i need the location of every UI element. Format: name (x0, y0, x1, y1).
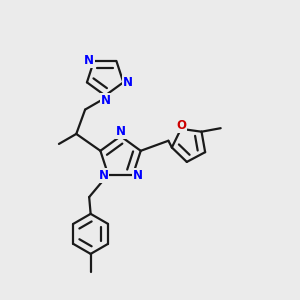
Text: N: N (116, 125, 126, 138)
Text: N: N (123, 76, 133, 89)
Text: N: N (84, 55, 94, 68)
Text: N: N (133, 169, 143, 182)
Text: N: N (101, 94, 111, 107)
Text: N: N (98, 169, 108, 182)
Text: O: O (176, 119, 186, 132)
